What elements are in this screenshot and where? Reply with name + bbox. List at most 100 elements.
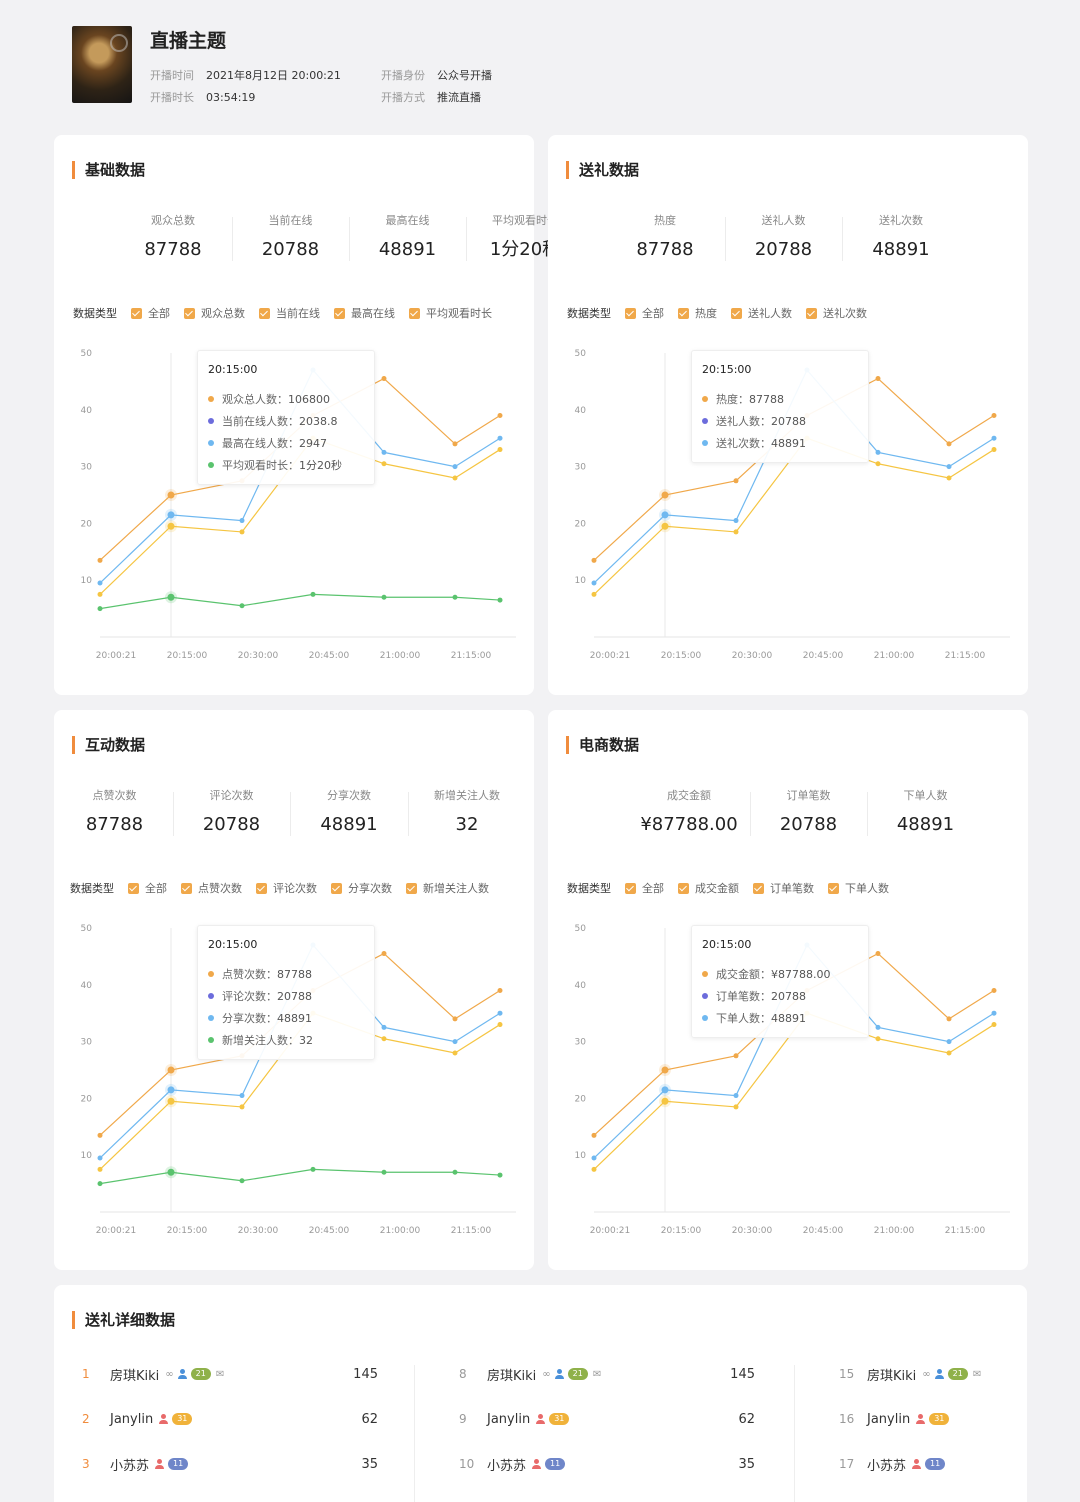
data-point[interactable] [733, 1104, 739, 1110]
data-point[interactable] [167, 1097, 175, 1105]
data-point[interactable] [381, 1024, 387, 1030]
data-point[interactable] [452, 1039, 458, 1045]
filter-checkbox[interactable]: 当前在线 [259, 305, 320, 321]
data-point[interactable] [497, 1010, 503, 1016]
data-point[interactable] [946, 464, 952, 470]
filter-checkbox[interactable]: 评论次数 [256, 880, 317, 896]
data-point[interactable] [381, 1036, 387, 1042]
filter-checkbox[interactable]: 成交金额 [678, 880, 739, 896]
data-point[interactable] [946, 1016, 952, 1022]
data-point[interactable] [661, 1066, 669, 1074]
data-point[interactable] [97, 591, 103, 597]
data-point[interactable] [991, 1022, 997, 1028]
data-point[interactable] [381, 461, 387, 467]
filter-checkbox[interactable]: 全部 [128, 880, 167, 896]
data-point[interactable] [946, 1050, 952, 1056]
data-point[interactable] [991, 412, 997, 418]
data-point[interactable] [239, 603, 245, 609]
data-point[interactable] [167, 522, 175, 530]
data-point[interactable] [875, 1036, 881, 1042]
data-point[interactable] [452, 441, 458, 447]
data-point[interactable] [310, 591, 316, 597]
data-point[interactable] [167, 1066, 175, 1074]
data-point[interactable] [239, 1178, 245, 1184]
data-point[interactable] [497, 447, 503, 453]
gift-row[interactable]: 8 房琪Kiki ∞ 21 ✉ 145 [459, 1363, 799, 1385]
data-point[interactable] [381, 1169, 387, 1175]
filter-checkbox[interactable]: 新增关注人数 [406, 880, 489, 896]
data-point[interactable] [452, 464, 458, 470]
data-point[interactable] [591, 1155, 597, 1161]
filter-checkbox[interactable]: 平均观看时长 [409, 305, 492, 321]
data-point[interactable] [875, 951, 881, 957]
gift-row[interactable]: 16 Janylin 31 [839, 1408, 1080, 1430]
data-point[interactable] [167, 593, 175, 601]
data-point[interactable] [452, 1016, 458, 1022]
data-point[interactable] [239, 1104, 245, 1110]
data-point[interactable] [497, 435, 503, 441]
data-point[interactable] [97, 580, 103, 586]
data-point[interactable] [381, 449, 387, 455]
data-point[interactable] [875, 449, 881, 455]
data-point[interactable] [452, 475, 458, 481]
data-point[interactable] [661, 522, 669, 530]
data-point[interactable] [381, 951, 387, 957]
data-point[interactable] [97, 1166, 103, 1172]
data-point[interactable] [591, 591, 597, 597]
data-point[interactable] [452, 1050, 458, 1056]
data-point[interactable] [591, 1166, 597, 1172]
data-point[interactable] [497, 987, 503, 993]
filter-checkbox[interactable]: 全部 [625, 305, 664, 321]
gift-row[interactable]: 2 Janylin 31 62 [82, 1408, 422, 1430]
data-point[interactable] [497, 412, 503, 418]
data-point[interactable] [661, 511, 669, 519]
data-point[interactable] [97, 557, 103, 563]
data-point[interactable] [167, 1086, 175, 1094]
filter-checkbox[interactable]: 观众总数 [184, 305, 245, 321]
gift-row[interactable]: 15 房琪Kiki ∞ 21 ✉ [839, 1363, 1080, 1385]
data-point[interactable] [875, 461, 881, 467]
data-point[interactable] [991, 447, 997, 453]
data-point[interactable] [497, 597, 503, 603]
data-point[interactable] [452, 594, 458, 600]
data-point[interactable] [239, 1093, 245, 1099]
filter-checkbox[interactable]: 送礼次数 [806, 305, 867, 321]
filter-checkbox[interactable]: 分享次数 [331, 880, 392, 896]
data-point[interactable] [97, 1132, 103, 1138]
data-point[interactable] [239, 529, 245, 535]
data-point[interactable] [167, 1168, 175, 1176]
data-point[interactable] [591, 580, 597, 586]
data-point[interactable] [661, 1097, 669, 1105]
data-point[interactable] [452, 1169, 458, 1175]
data-point[interactable] [733, 1053, 739, 1059]
data-point[interactable] [167, 491, 175, 499]
data-point[interactable] [310, 1166, 316, 1172]
data-point[interactable] [497, 1172, 503, 1178]
filter-checkbox[interactable]: 送礼人数 [731, 305, 792, 321]
data-point[interactable] [875, 1024, 881, 1030]
gift-row[interactable]: 9 Janylin 31 62 [459, 1408, 799, 1430]
data-point[interactable] [381, 594, 387, 600]
data-point[interactable] [661, 1086, 669, 1094]
data-point[interactable] [875, 376, 881, 382]
data-point[interactable] [733, 478, 739, 484]
gift-row[interactable]: 1 房琪Kiki ∞ 21 ✉ 145 [82, 1363, 422, 1385]
data-point[interactable] [97, 1155, 103, 1161]
data-point[interactable] [661, 491, 669, 499]
data-point[interactable] [381, 376, 387, 382]
gift-row[interactable]: 3 小苏苏 11 35 [82, 1453, 422, 1475]
data-point[interactable] [946, 1039, 952, 1045]
data-point[interactable] [991, 435, 997, 441]
gift-row[interactable]: 10 小苏苏 11 35 [459, 1453, 799, 1475]
filter-checkbox[interactable]: 全部 [131, 305, 170, 321]
data-point[interactable] [733, 529, 739, 535]
data-point[interactable] [733, 1093, 739, 1099]
data-point[interactable] [991, 987, 997, 993]
filter-checkbox[interactable]: 最高在线 [334, 305, 395, 321]
data-point[interactable] [497, 1022, 503, 1028]
line-chart[interactable]: 50 40 30 20 10 20:00:21 20:15:00 20:30:00 20:45:… [54, 340, 534, 670]
data-point[interactable] [239, 518, 245, 524]
data-point[interactable] [946, 475, 952, 481]
filter-checkbox[interactable]: 全部 [625, 880, 664, 896]
data-point[interactable] [97, 606, 103, 612]
